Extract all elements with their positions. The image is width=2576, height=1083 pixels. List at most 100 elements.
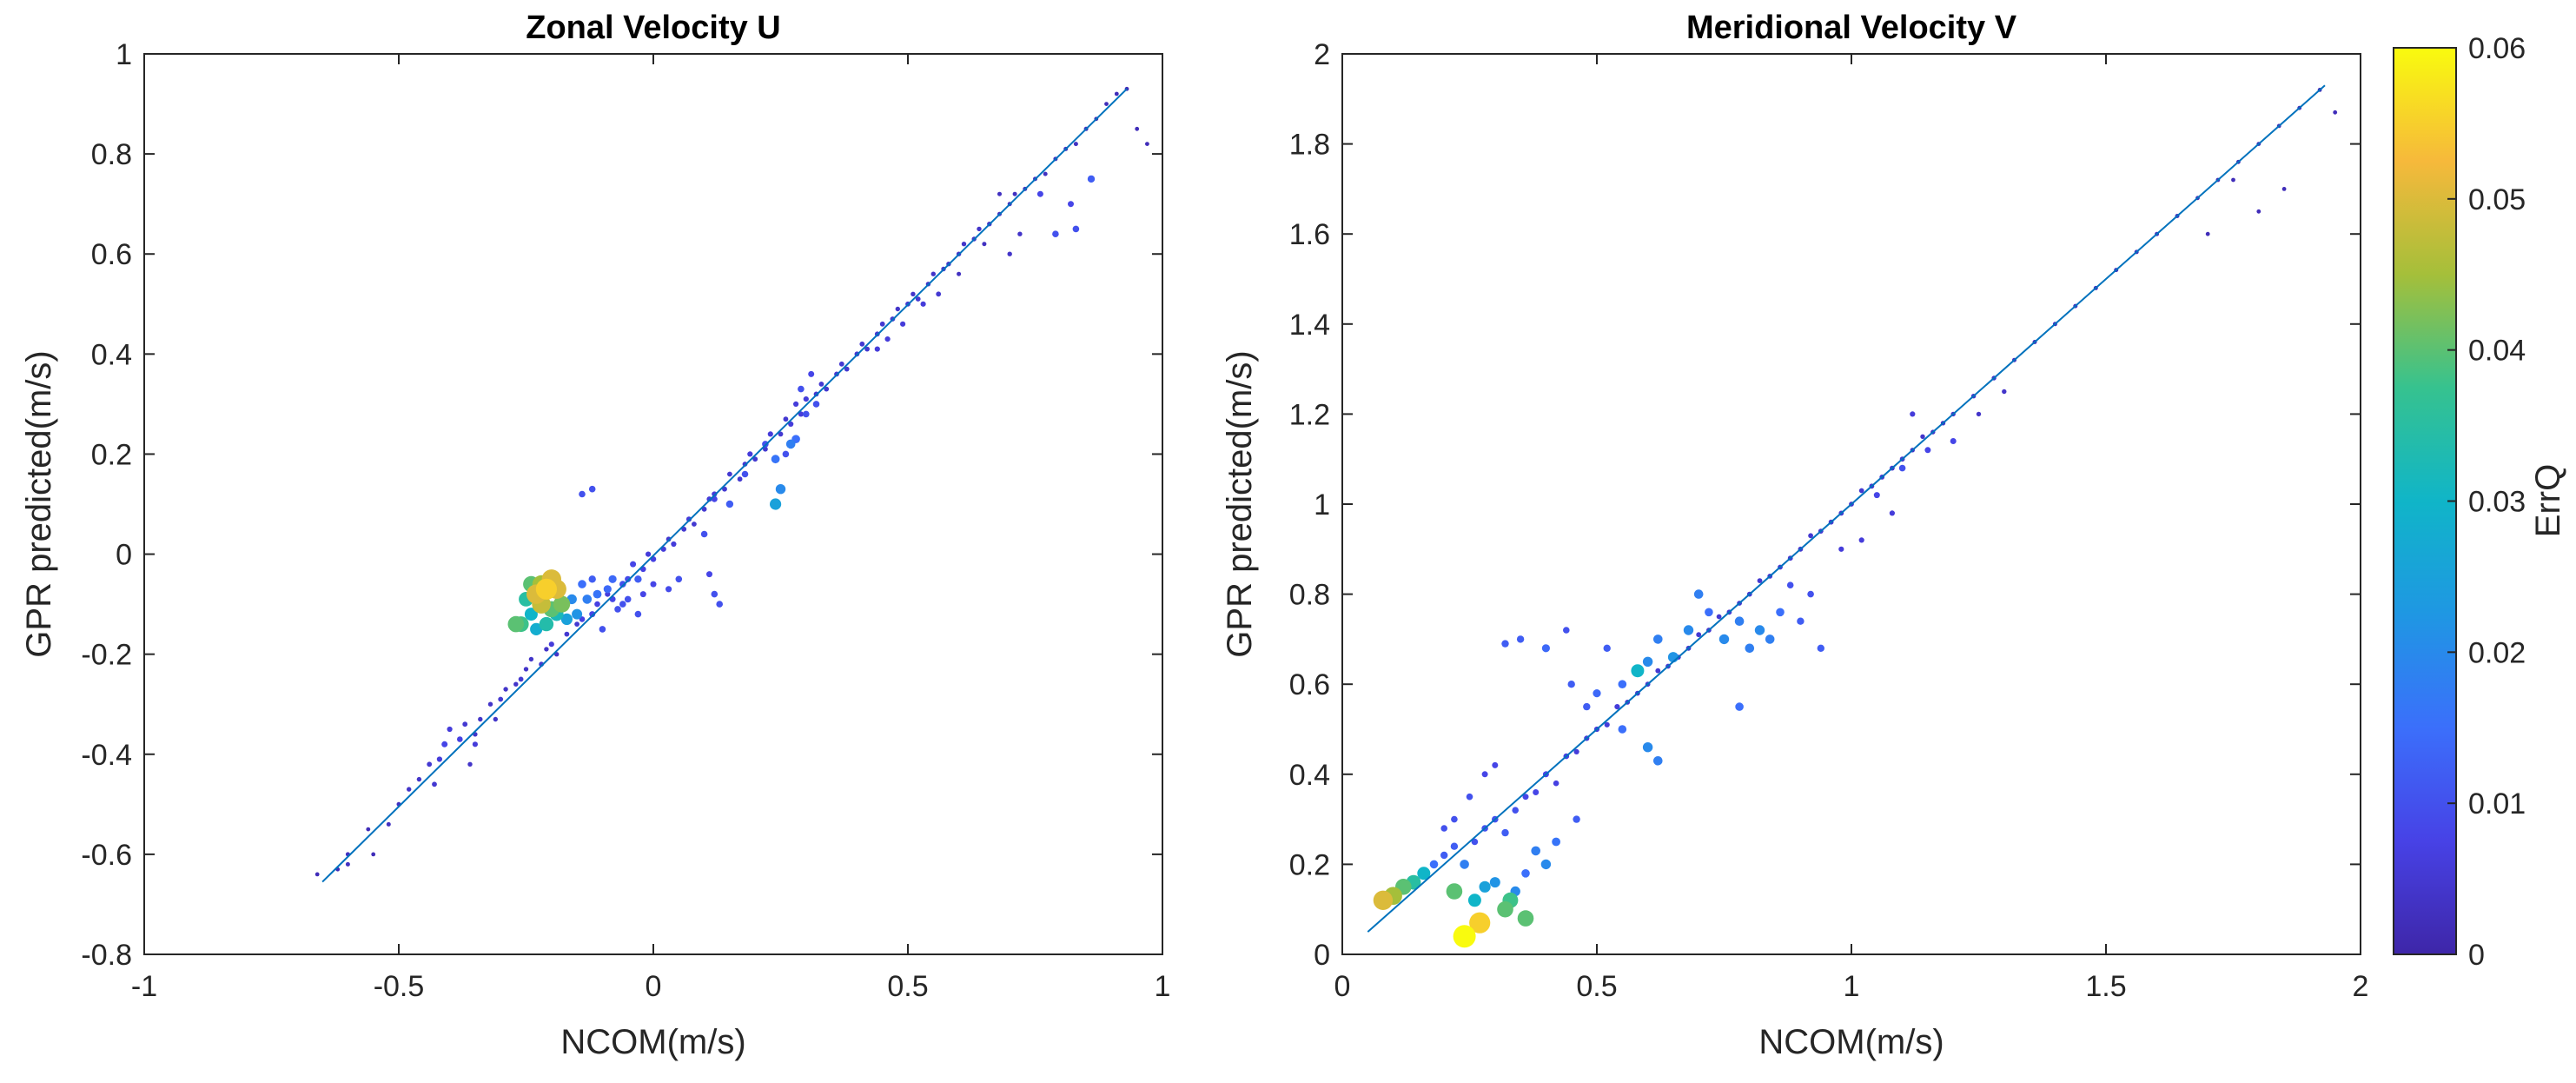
- zonal-velocity-panel: Zonal Velocity U -1 -0.5 0 0.5 1 -0.8-0.6-0.…: [20, 10, 1170, 1061]
- scatter-point: [1696, 632, 1702, 638]
- scatter-point: [650, 581, 657, 588]
- scatter-point: [737, 476, 743, 482]
- scatter-point: [1817, 644, 1824, 652]
- scatter-point: [1808, 533, 1814, 539]
- scatter-point: [1012, 191, 1017, 196]
- x-axis-label: NCOM(m/s): [560, 1023, 745, 1061]
- y-tick-label: 1: [1314, 488, 1330, 522]
- scatter-point: [535, 578, 558, 600]
- scatter-point: [1776, 608, 1785, 617]
- scatter-point: [345, 861, 350, 867]
- y-tick-label: 1.2: [1289, 398, 1330, 431]
- x-tick-label: -0.5: [374, 970, 425, 1003]
- x-tick-label: 0.5: [887, 970, 928, 1003]
- scatter-point: [920, 301, 926, 307]
- scatter-point: [528, 656, 534, 662]
- scatter-point: [1567, 681, 1575, 688]
- scatter-point: [588, 575, 596, 583]
- scatter-point: [1614, 704, 1620, 710]
- scatter-point: [1604, 721, 1610, 728]
- y-tick-label: 0.6: [91, 238, 132, 271]
- scatter-point: [775, 484, 786, 495]
- scatter-point: [603, 585, 612, 594]
- scatter-point: [864, 346, 870, 352]
- scatter-point: [2231, 177, 2235, 183]
- scatter-point: [1807, 590, 1814, 598]
- scatter-point: [1517, 910, 1534, 927]
- scatter-point: [1552, 837, 1560, 847]
- scatter-point: [818, 382, 824, 387]
- y-tick-label: -0.4: [81, 739, 132, 772]
- scatter-point: [1653, 635, 1663, 644]
- fit-line: [321, 88, 1128, 883]
- scatter-point: [478, 716, 483, 722]
- scatter-point: [578, 580, 586, 588]
- scatter-point: [1521, 869, 1530, 878]
- scatter-point: [1440, 851, 1448, 860]
- scatter-point: [1573, 748, 1579, 755]
- scatter-point: [1501, 640, 1509, 648]
- scatter-point: [523, 667, 529, 672]
- y-tick-label: 0.2: [91, 438, 132, 471]
- scatter-point: [700, 530, 708, 538]
- y-axis-label: GPR predicted(m/s): [20, 350, 58, 657]
- scatter-point: [503, 687, 508, 692]
- scatter-point: [1573, 815, 1580, 823]
- scatter-point: [1446, 883, 1463, 900]
- colorbar-gradient: [2394, 48, 2456, 954]
- scatter-point: [447, 726, 453, 733]
- scatter-point: [1631, 664, 1645, 678]
- scatter-point: [1889, 510, 1895, 516]
- scatter-point: [874, 346, 880, 352]
- scatter-points: [1373, 88, 2338, 948]
- y-ticks: 0 0.2 0.4 0.6 0.8 1 1.2 1.4 1.6 1.8 2: [1289, 38, 2361, 972]
- scatter-point: [1501, 828, 1509, 837]
- scatter-point: [1492, 761, 1499, 768]
- colorbar-tick-label: 0.03: [2468, 486, 2526, 519]
- scatter-point: [727, 471, 732, 477]
- scatter-point: [366, 827, 371, 832]
- scatter-point: [572, 608, 583, 620]
- y-tick-label: 0.4: [1289, 759, 1330, 792]
- scatter-point: [1469, 912, 1491, 934]
- scatter-point: [1655, 668, 1661, 674]
- scatter-point: [1466, 793, 1473, 801]
- scatter-point: [1479, 880, 1491, 893]
- x-tick-label: -1: [131, 970, 157, 1003]
- scatter-point: [564, 631, 570, 637]
- scatter-point: [783, 416, 789, 422]
- scatter-point: [1087, 175, 1096, 183]
- scatter-point: [1976, 411, 1982, 417]
- scatter-point: [625, 575, 632, 582]
- scatter-point: [588, 485, 596, 493]
- y-tick-label: 0.8: [91, 138, 132, 171]
- colorbar-ticks: 0 0.01 0.02 0.03 0.04 0.05 0.06: [2447, 32, 2526, 972]
- scatter-point: [599, 626, 606, 633]
- scatter-point: [614, 606, 621, 613]
- scatter-point: [608, 575, 617, 583]
- scatter-point: [315, 872, 320, 877]
- scatter-point: [884, 336, 891, 342]
- scatter-point: [457, 736, 463, 742]
- scatter-point: [1007, 251, 1012, 256]
- scatter-point: [493, 716, 498, 722]
- scatter-point: [747, 451, 753, 457]
- scatter-point: [1052, 230, 1059, 238]
- scatter-point: [1920, 434, 1925, 439]
- scatter-point: [441, 741, 448, 747]
- scatter-point: [671, 541, 677, 548]
- scatter-point: [1453, 925, 1476, 948]
- x-tick-label: 2: [2353, 970, 2369, 1003]
- colorbar-label: ErrQ: [2529, 464, 2567, 537]
- scatter-point: [1440, 825, 1447, 832]
- scatter-point: [593, 589, 602, 599]
- scatter-point: [589, 611, 596, 618]
- scatter-point: [1754, 625, 1765, 635]
- scatter-point: [634, 575, 642, 583]
- scatter-point: [915, 296, 921, 302]
- scatter-point: [911, 291, 916, 296]
- x-axis-label: NCOM(m/s): [1758, 1023, 1944, 1061]
- scatter-point: [1043, 171, 1048, 176]
- scatter-point: [524, 608, 538, 621]
- scatter-point: [895, 306, 901, 312]
